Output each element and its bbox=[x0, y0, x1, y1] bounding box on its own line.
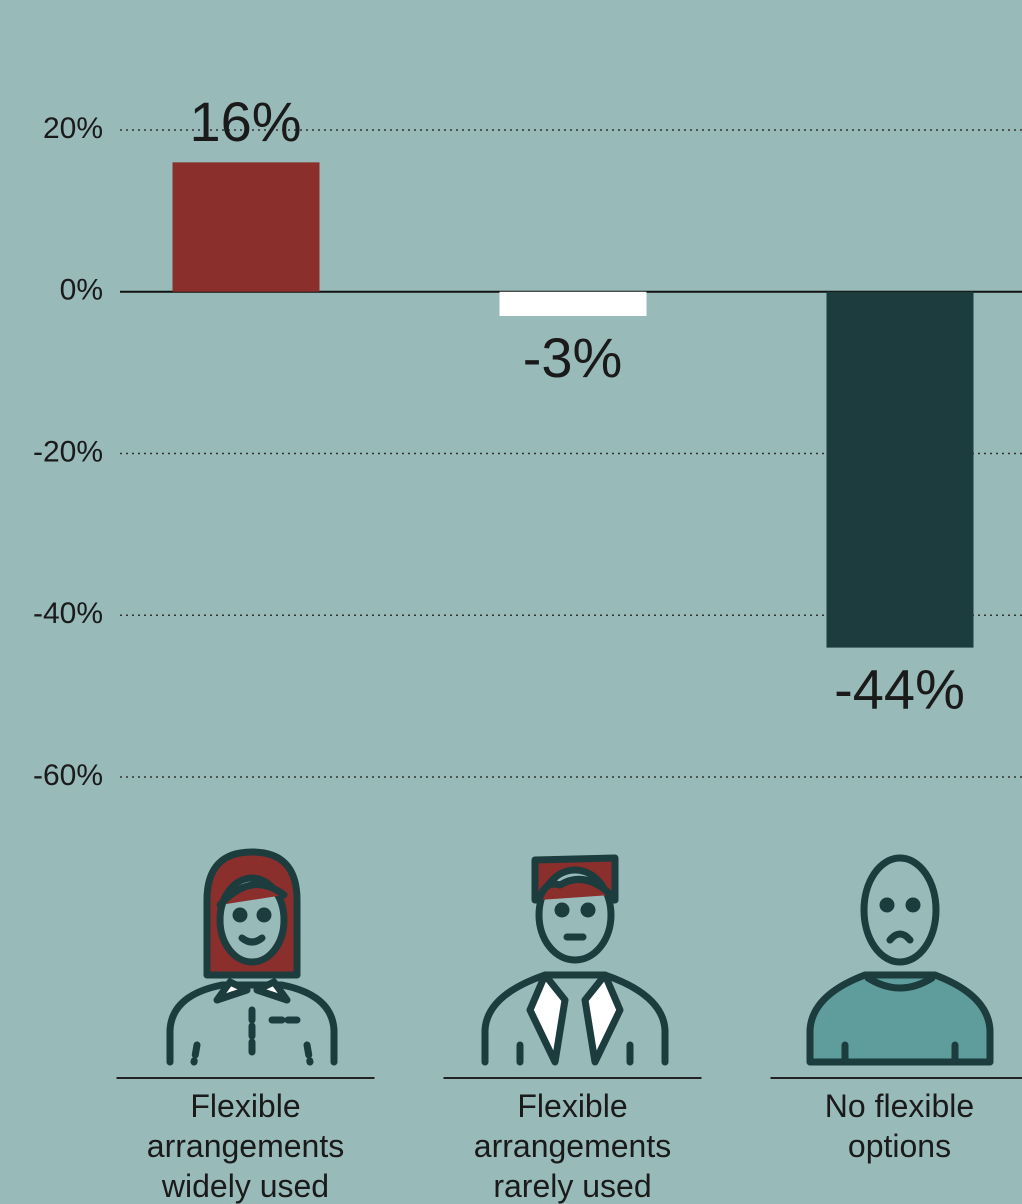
y-tick-label: -60% bbox=[33, 759, 103, 792]
bar bbox=[172, 162, 320, 292]
value-label: -44% bbox=[834, 657, 965, 720]
value-label: -3% bbox=[523, 326, 623, 389]
y-tick-label: 20% bbox=[43, 112, 103, 145]
y-tick-label: 0% bbox=[60, 274, 103, 307]
icon-man bbox=[481, 854, 669, 1066]
value-label: 16% bbox=[189, 90, 301, 153]
bar bbox=[499, 291, 647, 317]
icon-bald bbox=[806, 854, 994, 1066]
bar bbox=[826, 291, 974, 648]
category-label: Flexible arrangements widely used bbox=[146, 1088, 345, 1204]
icon-woman bbox=[166, 848, 338, 1066]
category-label: No flexible options bbox=[824, 1088, 975, 1164]
y-tick-label: -20% bbox=[33, 435, 103, 468]
category-label: Flexible arrangements rarely used bbox=[473, 1088, 672, 1204]
y-tick-label: -40% bbox=[33, 597, 103, 630]
